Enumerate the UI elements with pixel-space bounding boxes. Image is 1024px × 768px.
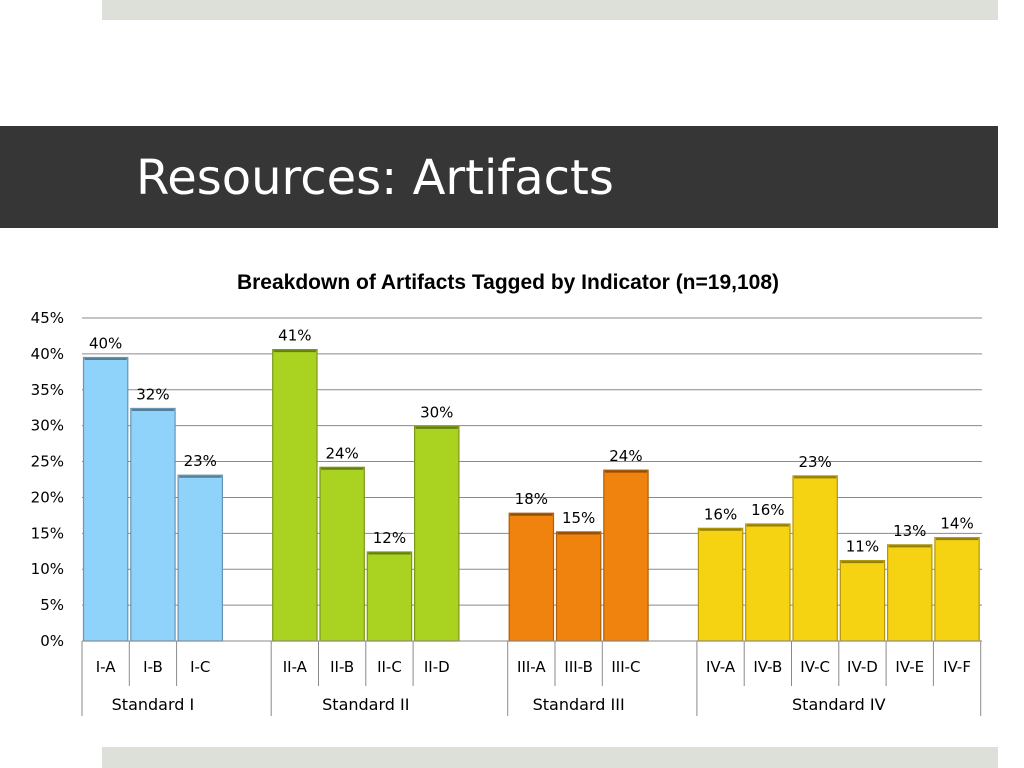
y-tick-label: 5% [40, 596, 64, 614]
bar-iv-f [934, 537, 980, 642]
data-label: 15% [562, 509, 595, 527]
category-label: III-B [564, 658, 592, 676]
category-label: I-B [143, 658, 163, 676]
data-label: 30% [420, 403, 453, 421]
y-tick-label: 10% [31, 560, 64, 578]
data-label: 16% [704, 505, 737, 523]
category-label: III-A [517, 658, 546, 676]
group-label: Standard I [112, 695, 195, 714]
category-label: IV-E [895, 658, 924, 676]
bar-iv-d [839, 560, 886, 642]
group-label: Standard IV [792, 695, 886, 714]
y-tick-label: 25% [31, 453, 64, 471]
group-label: Standard III [533, 695, 625, 714]
data-label: 18% [515, 490, 548, 508]
y-tick-label: 30% [31, 417, 64, 435]
category-label: IV-D [847, 658, 878, 676]
bottom-decor-strip [102, 747, 998, 768]
bar-ii-c [366, 551, 413, 642]
group-label: Standard II [322, 695, 409, 714]
data-label: 32% [136, 385, 169, 403]
data-label: 40% [89, 334, 122, 352]
category-label: II-D [424, 658, 450, 676]
y-tick-label: 15% [31, 524, 64, 542]
data-label: 23% [798, 453, 831, 471]
top-decor-strip [102, 0, 998, 20]
category-label: IV-B [753, 658, 782, 676]
category-label: II-C [377, 658, 402, 676]
bar-iii-c [603, 469, 649, 642]
category-label: IV-A [706, 658, 736, 676]
category-label: IV-C [800, 658, 830, 676]
category-label: I-C [190, 658, 210, 676]
y-tick-label: 45% [31, 309, 64, 327]
data-label: 11% [846, 538, 879, 556]
data-label: 24% [609, 447, 642, 465]
data-label: 13% [893, 522, 926, 540]
bar-iv-b [745, 523, 791, 642]
bar-iii-b [555, 531, 602, 642]
bar-iv-e [886, 544, 933, 642]
bar-ii-a [272, 348, 318, 642]
bar-ii-d [414, 425, 460, 642]
bar-iii-a [508, 512, 555, 642]
data-label: 23% [184, 452, 217, 470]
bar-i-a [82, 356, 129, 642]
bar-iv-a [697, 527, 744, 642]
data-label: 41% [278, 327, 311, 345]
category-label: II-A [283, 658, 308, 676]
bar-ii-b [319, 466, 365, 642]
y-tick-label: 40% [31, 345, 64, 363]
category-label: I-A [96, 658, 117, 676]
data-label: 14% [940, 515, 973, 533]
data-label: 16% [751, 501, 784, 519]
slide-title: Resources: Artifacts [136, 150, 614, 206]
data-label: 12% [373, 529, 406, 547]
y-tick-label: 0% [40, 632, 64, 650]
category-label: II-B [330, 658, 354, 676]
bar-i-b [130, 407, 176, 642]
y-tick-label: 20% [31, 488, 64, 506]
bar-i-c [177, 474, 224, 642]
chart-title: Breakdown of Artifacts Tagged by Indicat… [236, 271, 780, 294]
bar-iv-c [792, 475, 838, 642]
category-label: III-C [611, 658, 640, 676]
data-label: 24% [325, 444, 358, 462]
title-band [0, 126, 998, 228]
y-tick-label: 35% [31, 381, 64, 399]
category-label: IV-F [943, 658, 971, 676]
